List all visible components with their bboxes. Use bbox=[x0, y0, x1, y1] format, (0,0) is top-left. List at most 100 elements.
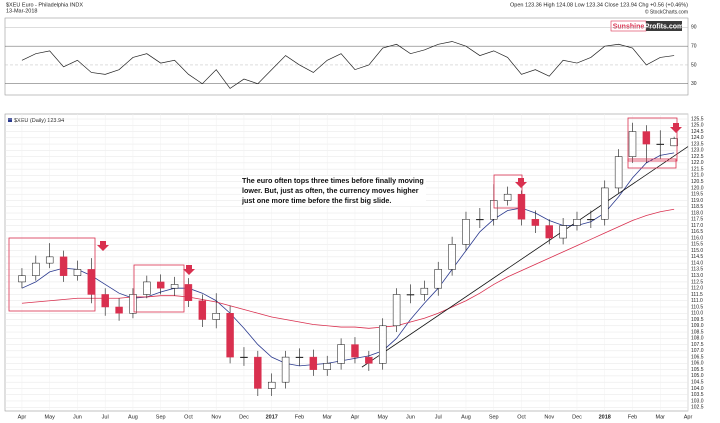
x-tick-label: Feb bbox=[628, 414, 637, 420]
x-tick-label: Dec bbox=[572, 414, 582, 420]
candle-body bbox=[295, 356, 304, 358]
candle-body bbox=[379, 325, 387, 364]
x-tick-label: Oct bbox=[184, 414, 193, 420]
candle-body bbox=[503, 193, 512, 201]
x-tick-label: May bbox=[378, 414, 389, 420]
x-tick-label: Oct bbox=[517, 414, 526, 420]
candle-body bbox=[212, 313, 220, 320]
y-tick-label: 120.5 bbox=[691, 179, 704, 185]
y-tick-label: 115.0 bbox=[691, 248, 703, 254]
price-panel bbox=[4, 113, 689, 412]
candle-body bbox=[434, 269, 442, 289]
candle-body bbox=[226, 313, 234, 358]
y-tick-label: 105.0 bbox=[691, 373, 704, 379]
x-tick-label: Sep bbox=[489, 414, 499, 420]
candle-body bbox=[115, 306, 123, 314]
annotation-line: just one more time before the first big … bbox=[242, 196, 392, 205]
candle-body bbox=[156, 281, 165, 289]
legend: $XEU (Daily) 123.94 bbox=[14, 118, 64, 124]
candle-body bbox=[240, 356, 248, 358]
x-tick-label: Sep bbox=[156, 414, 166, 420]
logo-text: Sunshine bbox=[613, 23, 645, 30]
x-tick-label: 2017 bbox=[266, 414, 278, 420]
candle-body bbox=[448, 244, 456, 270]
y-tick-label: 106.0 bbox=[691, 361, 704, 367]
annotation-line: The euro often tops three times before f… bbox=[242, 176, 424, 185]
candle-body bbox=[670, 138, 678, 147]
candle-body bbox=[73, 269, 82, 276]
y-tick-label: 124.5 bbox=[691, 129, 704, 135]
candle-body bbox=[337, 344, 345, 364]
y-tick-label: 118.5 bbox=[691, 204, 703, 210]
legend-swatch bbox=[8, 118, 12, 122]
y-tick-label: 110.0 bbox=[691, 311, 703, 317]
candle-body bbox=[462, 219, 470, 245]
y-tick-label: 125.0 bbox=[691, 123, 704, 129]
credit: © StockCharts.com bbox=[645, 8, 688, 15]
candle-body bbox=[254, 356, 262, 389]
x-tick-label: Jul bbox=[435, 414, 442, 420]
candle-body bbox=[18, 275, 26, 283]
x-tick-label: Nov bbox=[211, 414, 221, 420]
y-tick-label: 116.5 bbox=[691, 229, 703, 235]
y-tick-label: 106.5 bbox=[691, 354, 704, 360]
x-tick-label: Apr bbox=[18, 414, 27, 420]
x-tick-label: Jun bbox=[406, 414, 415, 420]
logo-right bbox=[646, 21, 682, 31]
candle-body bbox=[642, 131, 651, 145]
y-tick-label: 117.0 bbox=[691, 223, 703, 229]
y-tick-label: 104.5 bbox=[691, 380, 704, 386]
candle-body bbox=[184, 284, 193, 301]
candle-body bbox=[656, 143, 664, 145]
candle-body bbox=[601, 187, 609, 220]
candle-body bbox=[101, 294, 109, 308]
y-tick-label: 108.5 bbox=[691, 329, 704, 335]
x-tick-label: Apr bbox=[351, 414, 360, 420]
quote: Open 123.36 High 124.08 Low 123.34 Close… bbox=[510, 2, 688, 8]
candle-body bbox=[87, 269, 96, 295]
candle-body bbox=[198, 300, 207, 320]
x-tick-label: Jul bbox=[102, 414, 109, 420]
candle-body bbox=[365, 356, 373, 364]
y-tick-label: 118.0 bbox=[691, 210, 703, 216]
y-tick-label: 109.0 bbox=[691, 323, 704, 329]
x-tick-label: Mar bbox=[656, 414, 666, 420]
rsi-tick-label: 30 bbox=[691, 81, 697, 87]
chart-title: $XEU Euro - Philadelphia INDX bbox=[6, 2, 83, 8]
annotation-line: lower. But, just as often, the currency … bbox=[242, 186, 419, 195]
x-tick-label: Aug bbox=[128, 414, 138, 420]
x-tick-label: Mar bbox=[322, 414, 332, 420]
y-tick-label: 112.0 bbox=[691, 286, 703, 292]
y-tick-label: 122.5 bbox=[691, 154, 704, 160]
y-tick-label: 114.0 bbox=[691, 260, 703, 266]
candle-body bbox=[170, 284, 179, 289]
rsi-tick-label: 90 bbox=[691, 25, 697, 31]
rsi-tick-label: 50 bbox=[691, 62, 697, 68]
y-tick-label: 124.0 bbox=[691, 135, 704, 141]
candle-body bbox=[517, 193, 526, 220]
rsi-line bbox=[21, 41, 675, 89]
y-tick-label: 115.5 bbox=[691, 242, 703, 248]
chart-date: 13-Mar-2018 bbox=[6, 8, 38, 14]
candle-body bbox=[351, 344, 359, 358]
highlight-boxes bbox=[8, 117, 678, 313]
y-tick-label: 125.5 bbox=[691, 116, 704, 122]
y-tick-label: 116.0 bbox=[691, 235, 703, 241]
candle-body bbox=[45, 256, 54, 264]
x-tick-label: Dec bbox=[239, 414, 249, 420]
y-tick-label: 113.0 bbox=[691, 273, 703, 279]
candle-body bbox=[573, 219, 581, 226]
candle-body bbox=[309, 356, 318, 370]
y-tick-label: 111.0 bbox=[691, 298, 703, 304]
y-tick-label: 121.5 bbox=[691, 166, 704, 172]
y-tick-label: 119.0 bbox=[691, 198, 703, 204]
arrows bbox=[97, 123, 682, 275]
y-tick-label: 121.0 bbox=[691, 173, 704, 179]
y-tick-label: 114.5 bbox=[691, 254, 703, 260]
candle-body bbox=[129, 294, 137, 314]
y-tick-label: 103.5 bbox=[691, 392, 704, 398]
x-tick-label: Jun bbox=[73, 414, 82, 420]
y-tick-label: 123.5 bbox=[691, 141, 704, 147]
